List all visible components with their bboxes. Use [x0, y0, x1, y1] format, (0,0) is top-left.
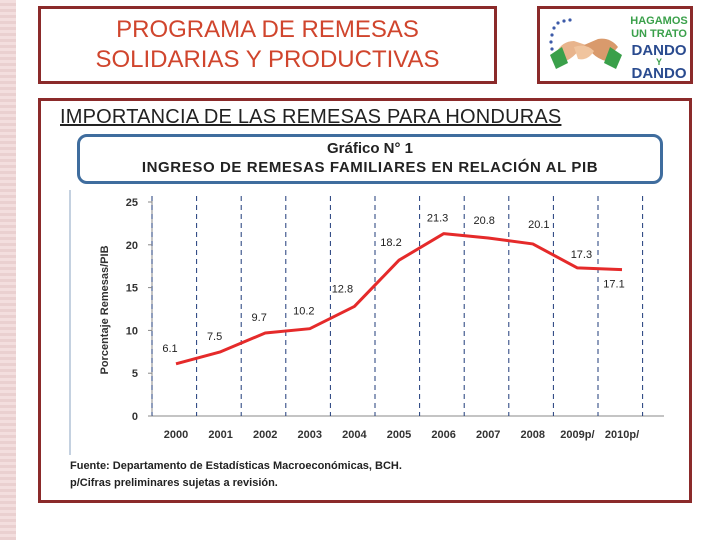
x-tick-label: 2003: [298, 429, 322, 441]
data-label: 20.8: [473, 215, 494, 227]
data-label: 12.8: [332, 283, 353, 295]
x-tick-label: 2001: [208, 429, 232, 441]
page-title-line2: SOLIDARIAS Y PRODUCTIVAS: [95, 46, 440, 73]
y-tick-label: 25: [126, 197, 138, 209]
y-tick-label: 20: [126, 240, 138, 252]
x-tick-label: 2010p/: [605, 429, 639, 441]
logo-line3: DANDO: [631, 42, 687, 59]
handshake-icon: [549, 18, 622, 69]
x-tick-label: 2007: [476, 429, 500, 441]
logo-box: HAGAMOS UN TRATO DANDO Y DANDO: [537, 6, 693, 84]
data-label: 17.3: [571, 249, 592, 261]
logo-line1: HAGAMOS: [630, 15, 688, 27]
data-label: 20.1: [528, 219, 549, 231]
data-label: 6.1: [162, 343, 177, 355]
x-tick-label: 2009p/: [560, 429, 594, 441]
chart-source: Fuente: Departamento de Estadísticas Mac…: [70, 458, 402, 492]
y-axis-label: Porcentaje Remesas/PIB: [99, 245, 111, 374]
chart-title: INGRESO DE REMESAS FAMILIARES EN RELACIÓ…: [141, 159, 599, 176]
x-tick-label: 2000: [164, 429, 188, 441]
data-label: 10.2: [293, 306, 314, 318]
y-tick-label: 5: [132, 368, 138, 380]
data-label: 21.3: [427, 213, 448, 225]
data-label: 7.5: [207, 331, 222, 343]
data-label: 9.7: [252, 312, 267, 324]
x-tick-label: 2008: [521, 429, 545, 441]
data-label: 18.2: [380, 237, 401, 249]
page-title-line1: PROGRAMA DE REMESAS: [116, 16, 419, 43]
chart-number: Gráfico N° 1: [326, 140, 414, 157]
x-tick-label: 2004: [342, 429, 367, 441]
decorative-strip: [0, 0, 16, 540]
x-tick-label: 2005: [387, 429, 411, 441]
y-tick-label: 15: [126, 283, 138, 295]
source-line1: Fuente: Departamento de Estadísticas Mac…: [70, 460, 402, 472]
y-tick-label: 10: [126, 325, 138, 337]
section-subtitle: IMPORTANCIA DE LAS REMESAS PARA HONDURAS: [60, 106, 562, 128]
series-line: [175, 232, 623, 366]
y-tick-label: 0: [132, 411, 138, 423]
data-label: 17.1: [603, 279, 624, 291]
source-line2: p/Cifras preliminares sujetas a revisión…: [70, 477, 278, 489]
logo-line4: Y: [655, 57, 662, 67]
x-tick-label: 2002: [253, 429, 277, 441]
x-tick-label: 2006: [431, 429, 455, 441]
logo-line5: DANDO: [631, 65, 687, 82]
logo-text: HAGAMOS UN TRATO DANDO Y DANDO: [626, 15, 692, 81]
chart-header: Gráfico N° 1 INGRESO DE REMESAS FAMILIAR…: [77, 134, 663, 184]
logo-line2: UN TRATO: [631, 28, 687, 40]
title-box: PROGRAMA DE REMESAS SOLIDARIAS Y PRODUCT…: [38, 6, 497, 84]
